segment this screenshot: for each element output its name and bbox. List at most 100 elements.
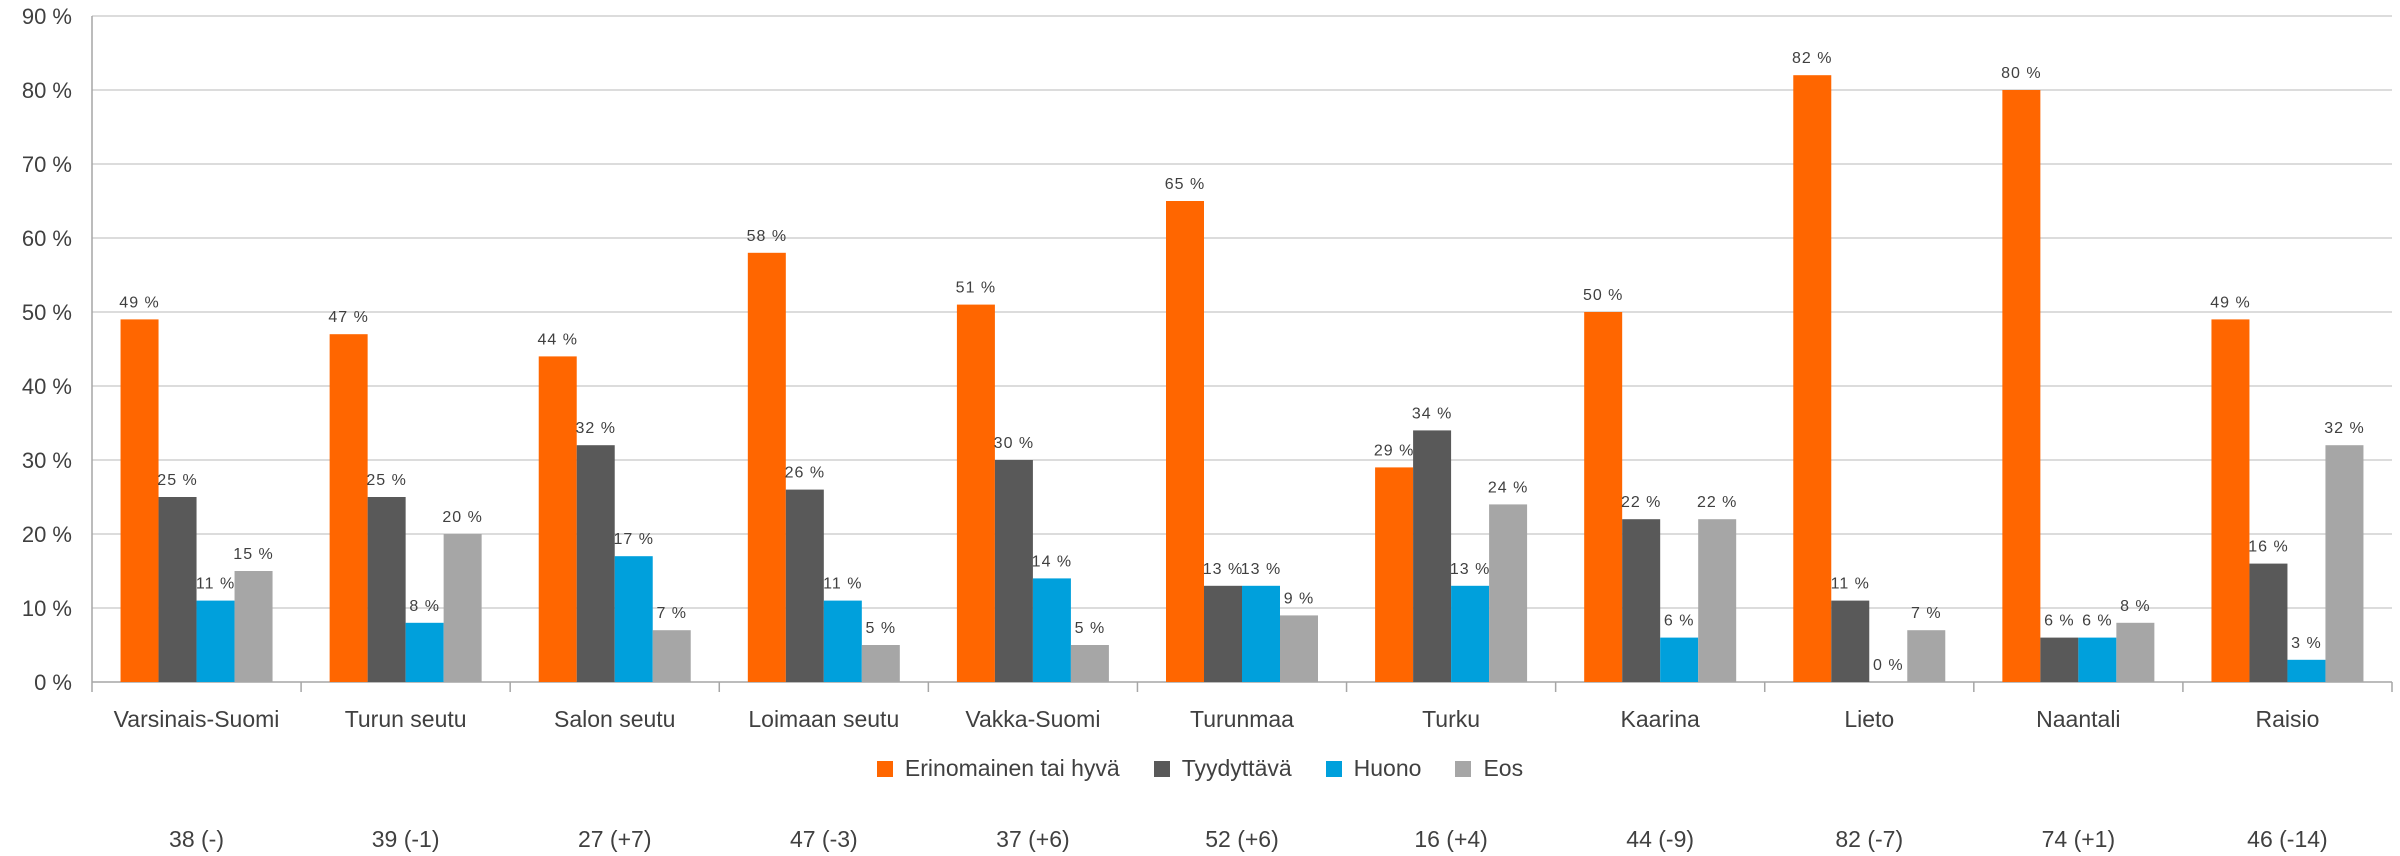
data-label: 51 % bbox=[956, 280, 996, 297]
x-tick-label: Varsinais-Suomi bbox=[114, 706, 280, 732]
footer-value: 82 (-7) bbox=[1835, 826, 1904, 852]
bar bbox=[1489, 504, 1528, 682]
data-label: 13 % bbox=[1241, 561, 1281, 578]
y-tick-label: 50 % bbox=[22, 300, 72, 325]
y-tick-label: 20 % bbox=[22, 522, 72, 547]
data-label: 44 % bbox=[537, 331, 577, 348]
data-label: 16 % bbox=[2248, 539, 2288, 556]
legend-label: Tyydyttävä bbox=[1181, 755, 1292, 781]
bar bbox=[747, 252, 786, 683]
bar bbox=[234, 571, 273, 682]
bar bbox=[1032, 578, 1071, 682]
footer-values: 38 (-) 39 (-1) 27 (+7) 47 (-3) 37 (+6) 52 (+6… bbox=[0, 826, 2400, 856]
bar bbox=[1451, 585, 1490, 682]
legend: Erinomainen tai hyvä Tyydyttävä Huono Eos bbox=[0, 755, 2400, 782]
data-label: 20 % bbox=[442, 509, 482, 526]
footer-value: 39 (-1) bbox=[371, 826, 440, 852]
data-label: 24 % bbox=[1488, 479, 1528, 496]
data-label: 17 % bbox=[613, 531, 653, 548]
legend-item: Eos bbox=[1455, 755, 1523, 782]
footer-value: 74 (+1) bbox=[2041, 826, 2116, 852]
data-label: 22 % bbox=[1697, 494, 1737, 511]
data-label: 9 % bbox=[1284, 590, 1315, 607]
bar bbox=[2078, 637, 2117, 682]
bar bbox=[1166, 201, 1204, 682]
bar bbox=[538, 356, 577, 682]
bar bbox=[2325, 445, 2364, 682]
x-tick-label: Naantali bbox=[2036, 706, 2120, 732]
data-label: 0 % bbox=[1873, 657, 1904, 674]
bar bbox=[2249, 563, 2288, 682]
bar bbox=[1204, 585, 1242, 682]
bar bbox=[614, 556, 653, 682]
data-label: 6 % bbox=[2044, 613, 2075, 630]
data-label: 82 % bbox=[1792, 50, 1832, 67]
bar bbox=[861, 645, 900, 682]
data-label: 11 % bbox=[823, 576, 862, 593]
x-tick-label: Loimaan seutu bbox=[748, 706, 899, 732]
y-tick-label: 10 % bbox=[22, 596, 72, 621]
data-label: 49 % bbox=[2210, 294, 2250, 311]
data-label: 5 % bbox=[866, 620, 897, 637]
bar bbox=[652, 630, 691, 682]
legend-swatch bbox=[1153, 760, 1170, 777]
data-label: 25 % bbox=[366, 472, 406, 489]
footer-value: 52 (+6) bbox=[1205, 826, 1279, 852]
bar bbox=[1375, 467, 1414, 682]
legend-item: Huono bbox=[1325, 755, 1421, 782]
x-tick-label: Lieto bbox=[1844, 706, 1894, 732]
y-tick-label: 90 % bbox=[22, 4, 72, 29]
legend-item: Tyydyttävä bbox=[1153, 755, 1292, 782]
data-label: 65 % bbox=[1165, 176, 1205, 193]
data-label: 49 % bbox=[119, 294, 159, 311]
data-label: 13 % bbox=[1450, 561, 1490, 578]
y-tick-label: 60 % bbox=[22, 226, 72, 251]
x-tick-label: Vakka-Suomi bbox=[965, 706, 1100, 732]
data-label: 80 % bbox=[2001, 65, 2041, 82]
bar bbox=[120, 319, 159, 682]
bar bbox=[1280, 615, 1318, 682]
data-label: 29 % bbox=[1374, 442, 1414, 459]
bar bbox=[405, 622, 444, 682]
bar bbox=[994, 460, 1033, 682]
data-label: 6 % bbox=[2082, 613, 2113, 630]
legend-swatch bbox=[1325, 760, 1342, 777]
data-label: 22 % bbox=[1621, 494, 1661, 511]
y-tick-label: 30 % bbox=[22, 448, 72, 473]
bar bbox=[1242, 585, 1280, 682]
data-label: 26 % bbox=[785, 465, 825, 482]
bar bbox=[956, 304, 995, 682]
bar bbox=[158, 497, 197, 682]
bar bbox=[2211, 319, 2250, 682]
bar bbox=[823, 600, 862, 682]
y-tick-label: 80 % bbox=[22, 78, 72, 103]
data-label: 58 % bbox=[747, 228, 787, 245]
bar bbox=[2116, 622, 2155, 682]
data-label: 34 % bbox=[1412, 405, 1452, 422]
bar bbox=[1907, 630, 1946, 682]
bar bbox=[1070, 645, 1109, 682]
footer-value: 46 (-14) bbox=[2247, 826, 2328, 852]
x-tick-label: Raisio bbox=[2255, 706, 2319, 732]
footer-value: 44 (-9) bbox=[1626, 826, 1695, 852]
bar bbox=[2040, 637, 2079, 682]
bar-chart: 0 % 10 % 20 % 30 % 40 % 50 % 60 % 70 % 80 % 90 % V… bbox=[22, 4, 2393, 732]
data-label: 7 % bbox=[656, 605, 687, 622]
data-label: 14 % bbox=[1032, 553, 1072, 570]
data-label: 8 % bbox=[409, 598, 440, 615]
data-label: 47 % bbox=[328, 309, 368, 326]
x-tick-label: Turun seutu bbox=[345, 706, 467, 732]
legend-swatch bbox=[1455, 760, 1472, 777]
legend-label: Erinomainen tai hyvä bbox=[904, 755, 1120, 781]
footer-value: 47 (-3) bbox=[789, 826, 858, 852]
data-label: 15 % bbox=[233, 546, 273, 563]
legend-label: Eos bbox=[1483, 755, 1524, 781]
bar bbox=[1584, 312, 1623, 682]
x-tick-label: Turunmaa bbox=[1190, 706, 1294, 732]
bar bbox=[1698, 519, 1737, 682]
data-label: 13 % bbox=[1203, 561, 1243, 578]
bar bbox=[1660, 637, 1699, 682]
bar bbox=[1831, 600, 1870, 682]
data-label: 8 % bbox=[2120, 598, 2151, 615]
bar bbox=[576, 445, 615, 682]
